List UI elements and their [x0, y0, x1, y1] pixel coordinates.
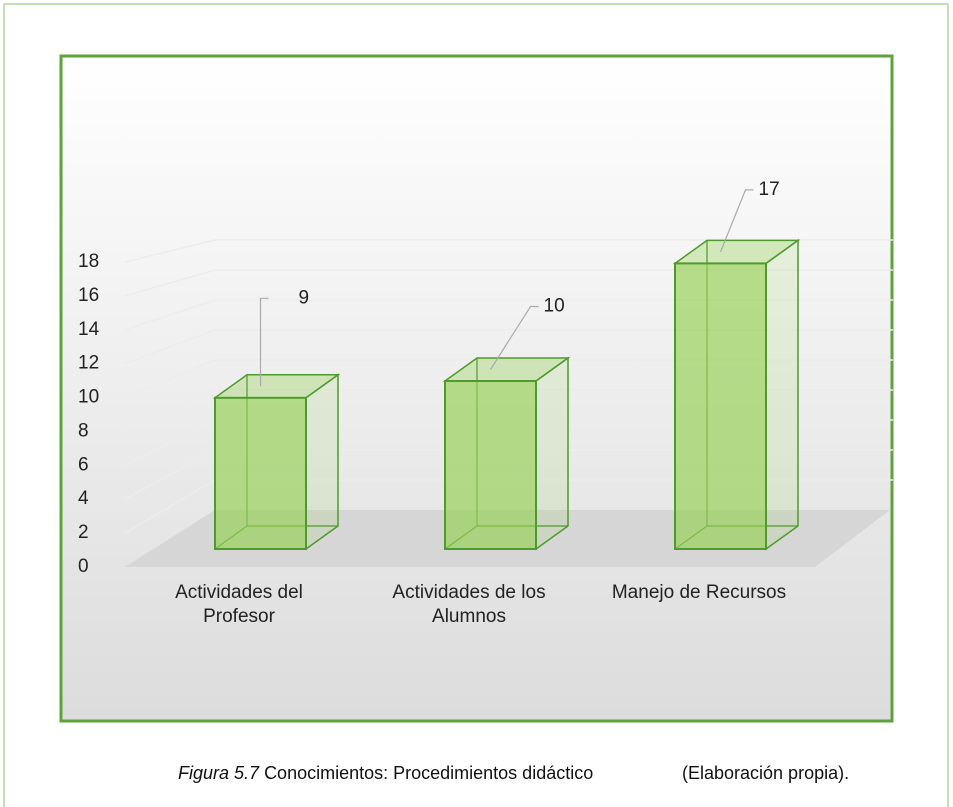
leader-line: [489, 305, 539, 370]
grid-line: [124, 479, 216, 534]
caption-text: Conocimientos: Procedimientos didáctico: [264, 763, 594, 783]
data-label: 17: [759, 179, 780, 200]
bar: [214, 396, 307, 550]
caption: Figura 5.7 Conocimientos: Procedimientos…: [178, 763, 593, 784]
grid-line: [124, 449, 216, 500]
bar-side: [535, 356, 569, 551]
leader-line: [259, 297, 269, 387]
grid-line: [124, 299, 216, 331]
data-label: 10: [544, 296, 565, 317]
y-tick-label: 6: [78, 454, 89, 475]
y-tick-label: 10: [78, 387, 99, 408]
grid-line: [124, 239, 216, 263]
y-tick-label: 8: [78, 420, 89, 441]
grid-line: [124, 359, 216, 399]
bar: [444, 380, 537, 550]
y-tick-label: 12: [78, 353, 99, 374]
y-tick-label: 2: [78, 522, 89, 543]
caption-source: (Elaboración propia).: [682, 763, 850, 783]
x-tick-label: Manejo de Recursos: [611, 582, 787, 603]
bar-side: [765, 238, 799, 551]
grid-line: [124, 329, 216, 365]
bar-side: [305, 373, 339, 551]
y-tick-label: 14: [78, 319, 100, 340]
figure-number: Figura 5.7: [178, 763, 260, 783]
leader-line: [719, 189, 754, 253]
grid-line: [124, 269, 216, 297]
grid-line: [124, 419, 216, 467]
data-label: 9: [299, 287, 310, 308]
y-tick-label: 0: [78, 556, 89, 577]
outer-frame: [3, 3, 949, 807]
y-tick-label: 18: [78, 251, 99, 272]
grid-line: [124, 389, 216, 433]
bar: [674, 262, 767, 550]
x-tick-label: Actividades de los Alumnos: [392, 582, 546, 627]
x-tick-label: Actividades del Profesor: [175, 582, 303, 627]
y-tick-label: 4: [78, 488, 89, 509]
y-tick-label: 16: [78, 285, 99, 306]
